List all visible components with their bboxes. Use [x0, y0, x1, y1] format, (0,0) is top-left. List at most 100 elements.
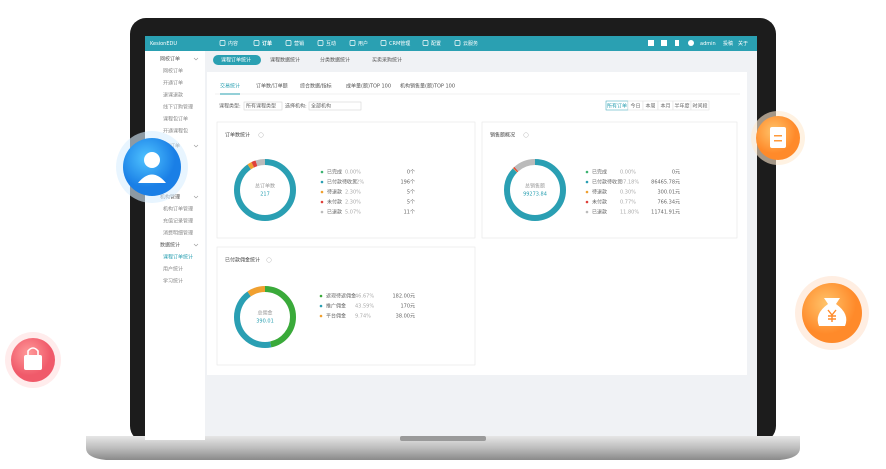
legend-percent: 87.18%: [620, 180, 639, 186]
laptop-notch: [400, 436, 486, 441]
legend-amount: 38.00元: [396, 314, 415, 320]
legend-name: 已完成: [592, 169, 607, 176]
top-link[interactable]: 投稿: [723, 40, 733, 47]
legend-name: 已付款待收货: [592, 179, 622, 186]
legend-amount: 86465.78元: [651, 180, 680, 186]
user-name: admin: [700, 41, 716, 47]
legend-amount: 11个: [404, 210, 415, 216]
select-box[interactable]: [243, 101, 283, 111]
info-icon: [523, 132, 529, 138]
sidebar-item[interactable]: 开通课程包: [163, 128, 188, 135]
donut-segment: [504, 159, 566, 221]
legend-amount: 170元: [400, 304, 415, 310]
sidebar-item[interactable]: 充值记录管理: [163, 218, 193, 225]
nav-item[interactable]: CRM管理: [389, 40, 410, 47]
nav-item[interactable]: 营销: [294, 40, 304, 47]
donut-value: 217: [260, 192, 270, 198]
period-label: 今日: [630, 103, 640, 110]
subtab[interactable]: 订单数/订单额: [256, 83, 288, 90]
tab[interactable]: 买卖采购统计: [372, 57, 402, 64]
clipboard-icon: [770, 127, 786, 148]
sidebar-item[interactable]: 课程订单统计: [163, 254, 193, 261]
donut-label: 总佣金: [257, 310, 272, 317]
legend-dot: [319, 304, 323, 308]
top-link[interactable]: 关于: [738, 40, 748, 47]
card-title: 已付款佣金统计: [225, 257, 260, 264]
legend-percent: 0.77%: [620, 200, 636, 206]
logo: KesionEDU: [150, 41, 177, 47]
legend-percent: 46.67%: [355, 294, 374, 300]
period-button[interactable]: [690, 100, 710, 111]
donut-value: 99273.84: [523, 192, 547, 198]
legend-name: 已付款待收货: [327, 179, 357, 186]
subtab[interactable]: 成单量(额)TOP 100: [346, 83, 391, 90]
nav-item[interactable]: 订单: [262, 40, 272, 47]
legend-percent: 2.30%: [345, 200, 361, 206]
legend-dot: [320, 180, 324, 184]
nav-icon: [422, 40, 429, 46]
legend-name: 已退款: [327, 209, 342, 216]
nav-item[interactable]: 配置: [431, 41, 441, 47]
nav-item[interactable]: 用户: [358, 40, 368, 47]
user-icon: [138, 174, 166, 183]
legend-dot: [319, 294, 323, 298]
donut-segment: [234, 286, 296, 348]
tab[interactable]: 课程订单统计: [221, 57, 251, 64]
legend-amount: 5个: [407, 190, 415, 196]
legend-name: 返现待返佣金: [326, 293, 356, 300]
donut-segment: [234, 286, 296, 348]
nav-icon: [219, 40, 226, 46]
legend-name: 未付款: [327, 199, 342, 206]
user-icon: [144, 152, 160, 168]
select-value: 全部机构: [311, 103, 331, 110]
legend-percent: 90.32%: [345, 180, 364, 186]
legend-percent: 0.30%: [620, 190, 636, 196]
sidebar-item[interactable]: 退课退款: [163, 92, 183, 99]
legend-amount: 11741.91元: [651, 210, 680, 216]
nav-item[interactable]: 内容: [228, 40, 238, 47]
decorations: [5, 111, 869, 388]
legend-amount: 766.34元: [658, 200, 681, 206]
legend-dot: [585, 190, 589, 194]
select-box[interactable]: [308, 101, 362, 111]
legend-percent: 9.74%: [355, 314, 371, 320]
legend-amount: 300.01元: [658, 190, 681, 196]
legend-dot: [585, 180, 589, 184]
legend-name: 推广佣金: [326, 303, 346, 310]
legend-percent: 43.59%: [355, 304, 374, 310]
sidebar-item[interactable]: 消费明细管理: [163, 230, 193, 237]
nav-icon: [317, 40, 324, 46]
clipboard-icon: [774, 140, 782, 142]
nav-item[interactable]: 云服务: [463, 40, 478, 47]
chevron: [193, 144, 199, 148]
sidebar-item[interactable]: 机构订单管理: [163, 206, 193, 213]
info-icon: [266, 257, 272, 263]
legend-dot: [319, 314, 323, 318]
sidebar-item[interactable]: 线下订购管理: [163, 104, 193, 111]
subtab[interactable]: 机构销售量(额)TOP 100: [400, 83, 455, 90]
money-bag-icon: [817, 298, 847, 326]
sidebar-item[interactable]: 课程包订单: [163, 116, 188, 123]
chevron: [193, 243, 199, 247]
sidebar-item[interactable]: 学习统计: [163, 278, 183, 285]
nav-item[interactable]: 互动: [326, 40, 336, 47]
clipboard-icon: [774, 135, 782, 137]
nav-icon: [285, 40, 292, 46]
legend-percent: 0.00%: [345, 170, 361, 176]
sidebar-item[interactable]: 用户统计: [163, 266, 183, 273]
sidebar-item[interactable]: 开通订单: [163, 80, 183, 87]
sidebar-item[interactable]: 网校订单: [163, 68, 183, 75]
sidebar: [145, 51, 205, 440]
card-title: 销售额概况: [490, 132, 515, 139]
subtab[interactable]: 综合数据/指标: [300, 83, 332, 90]
select-value: 所有课程类型: [246, 103, 276, 110]
tab[interactable]: 课程数据统计: [270, 57, 300, 64]
nav-icon: [349, 40, 356, 46]
period-label: 半年度: [674, 103, 689, 110]
subtab[interactable]: 交易统计: [220, 83, 240, 90]
sidebar-group: 网校订单: [160, 56, 180, 63]
laptop-base: [86, 436, 800, 460]
tab[interactable]: 分类数据统计: [320, 57, 350, 64]
donut-label: 总订单数: [255, 183, 275, 190]
